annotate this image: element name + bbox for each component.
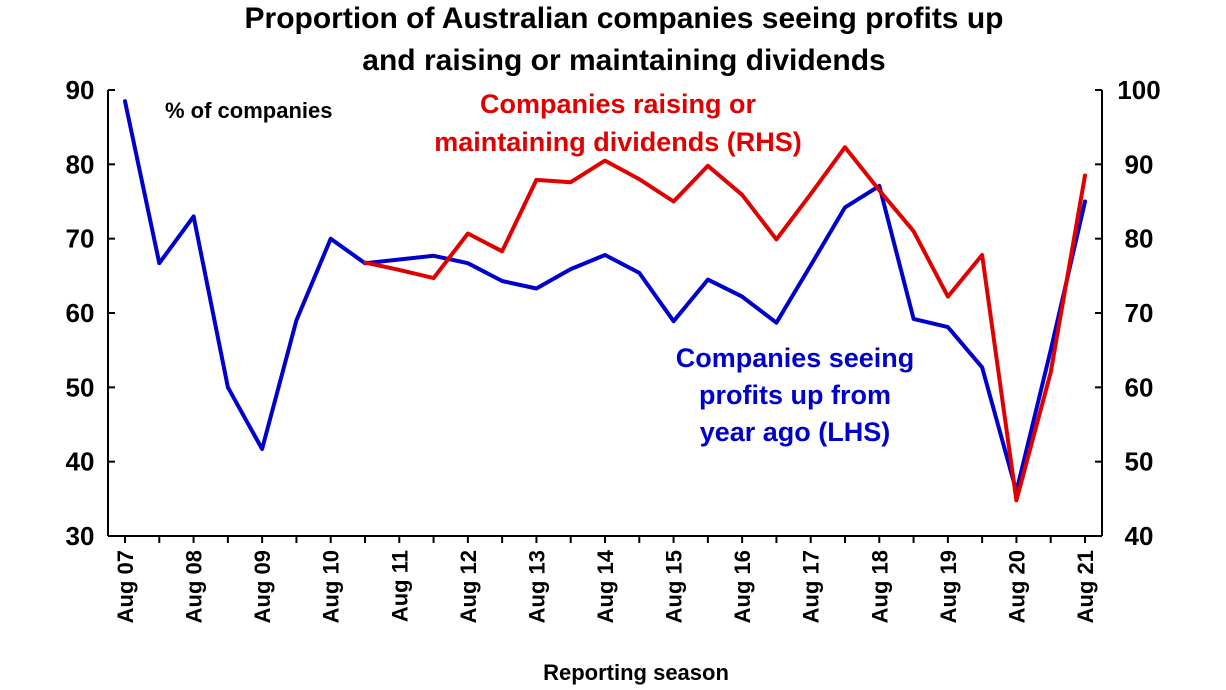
series-layer xyxy=(123,99,1087,503)
x-tick-label: Aug 08 xyxy=(182,550,207,623)
left-y-tick-label: 70 xyxy=(66,224,95,254)
x-axis-title: Reporting season xyxy=(543,660,729,685)
dividends-series-label: Companies raising or maintaining dividen… xyxy=(434,89,802,157)
chart-title-line-2: and raising or maintaining dividends xyxy=(362,44,885,77)
right-y-tick-label: 70 xyxy=(1125,298,1154,328)
x-tick-label: Aug 16 xyxy=(730,550,755,623)
profits-label-line-2: profits up from xyxy=(699,380,891,410)
right-y-tick-label: 90 xyxy=(1125,149,1154,179)
chart-title-line-1: Proportion of Australian companies seein… xyxy=(245,2,1004,35)
left-y-axis-ticks: 30 40 50 60 70 80 90 xyxy=(66,75,115,551)
dividends-label-line-1: Companies raising or xyxy=(480,89,757,119)
right-y-axis-ticks: 40 50 60 70 80 90 100 xyxy=(1095,75,1161,551)
right-y-tick-label: 40 xyxy=(1125,521,1154,551)
dividends-label-line-2: maintaining dividends (RHS) xyxy=(434,127,802,157)
right-y-tick-label: 50 xyxy=(1125,447,1154,477)
x-tick-label: Aug 18 xyxy=(867,550,892,623)
profits-label-line-3: year ago (LHS) xyxy=(700,417,891,447)
x-tick-label: Aug 19 xyxy=(936,550,961,623)
x-tick-label: Aug 10 xyxy=(319,550,344,623)
profits-label-line-1: Companies seeing xyxy=(676,343,915,373)
x-tick-label: Aug 07 xyxy=(113,550,138,623)
x-tick-label: Aug 13 xyxy=(524,550,549,623)
profits-series-label: Companies seeing profits up from year ag… xyxy=(676,343,915,447)
dividends-series-line xyxy=(363,145,1087,503)
x-tick-label: Aug 17 xyxy=(799,550,824,623)
right-y-tick-label: 100 xyxy=(1117,75,1160,105)
left-y-tick-label: 50 xyxy=(66,372,95,402)
x-tick-label: Aug 14 xyxy=(593,549,618,623)
x-tick-label: Aug 12 xyxy=(456,550,481,623)
right-y-tick-label: 60 xyxy=(1125,372,1154,402)
left-y-tick-label: 60 xyxy=(66,298,95,328)
left-y-tick-label: 90 xyxy=(66,75,95,105)
right-y-tick-label: 80 xyxy=(1125,224,1154,254)
left-y-tick-label: 80 xyxy=(66,149,95,179)
left-y-tick-label: 30 xyxy=(66,521,95,551)
x-tick-label: Aug 09 xyxy=(250,550,275,623)
x-tick-label: Aug 20 xyxy=(1004,550,1029,623)
profits-series-line xyxy=(123,99,1087,494)
left-y-tick-label: 40 xyxy=(66,447,95,477)
left-axis-unit-label: % of companies xyxy=(165,98,332,123)
x-tick-label: Aug 15 xyxy=(662,550,687,623)
x-tick-label: Aug 21 xyxy=(1073,550,1098,623)
x-axis-ticks: Aug 07 Aug 08 Aug 09 Aug 10 Aug 11 Aug 12 Aug … xyxy=(113,536,1098,623)
x-tick-label: Aug 11 xyxy=(387,550,412,622)
